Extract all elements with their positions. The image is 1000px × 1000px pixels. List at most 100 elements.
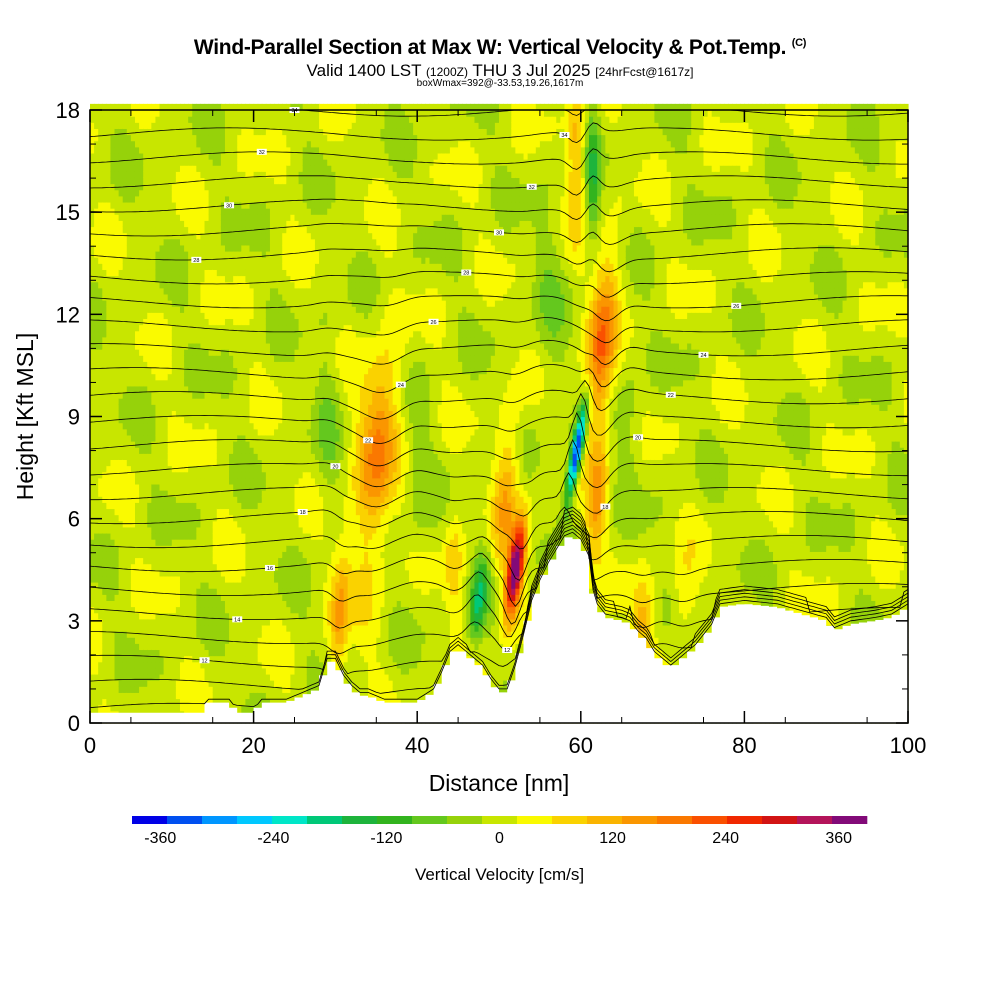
w-cell — [159, 575, 165, 583]
w-cell — [163, 293, 169, 301]
w-cell — [90, 434, 95, 442]
w-cell — [171, 692, 177, 700]
w-cell — [98, 116, 103, 123]
w-cell — [204, 563, 210, 571]
w-cell — [253, 582, 259, 589]
w-cell — [261, 134, 267, 142]
w-cell — [114, 526, 120, 534]
w-cell — [179, 422, 185, 430]
w-cell — [220, 698, 226, 706]
w-cell — [257, 306, 263, 313]
w-cell — [237, 422, 242, 430]
w-cell — [257, 686, 263, 693]
w-cell — [126, 637, 132, 644]
w-cell — [208, 692, 214, 700]
w-cell — [192, 667, 197, 675]
w-cell — [224, 342, 230, 350]
w-cell — [265, 692, 271, 700]
w-cell — [192, 618, 197, 626]
w-cell — [94, 165, 99, 172]
w-cell — [208, 128, 214, 136]
w-cell — [118, 477, 124, 485]
w-cell — [192, 600, 197, 608]
w-cell — [159, 520, 165, 528]
w-cell — [114, 631, 120, 638]
w-cell — [98, 441, 103, 448]
w-cell — [139, 600, 144, 608]
w-cell — [94, 618, 99, 626]
w-cell — [110, 563, 116, 571]
w-cell — [224, 300, 230, 307]
w-cell — [200, 563, 206, 571]
w-cell — [278, 110, 283, 117]
w-cell — [212, 195, 218, 203]
w-cell — [134, 496, 140, 503]
w-cell — [265, 244, 271, 252]
w-cell — [212, 287, 218, 295]
w-cell — [114, 575, 120, 583]
w-cell — [233, 140, 238, 148]
w-cell — [229, 471, 234, 479]
valid-time: Valid 1400 LST — [307, 61, 426, 80]
w-cell — [229, 183, 234, 191]
w-cell — [159, 532, 165, 540]
w-cell — [208, 257, 214, 264]
w-cell — [249, 159, 255, 166]
w-cell — [110, 447, 116, 454]
w-cell — [237, 545, 242, 552]
w-cell — [257, 637, 263, 644]
w-cell — [278, 575, 283, 583]
w-cell — [257, 287, 263, 295]
w-cell — [286, 618, 292, 626]
w-cell — [257, 624, 263, 632]
w-cell — [175, 477, 181, 485]
w-cell — [106, 342, 112, 350]
w-cell — [184, 201, 189, 209]
w-cell — [208, 201, 214, 209]
w-cell — [216, 244, 222, 252]
w-cell — [126, 422, 132, 430]
w-cell — [188, 526, 193, 534]
w-cell — [175, 545, 181, 552]
w-cell — [237, 110, 242, 117]
w-cell — [155, 404, 161, 411]
w-cell — [147, 416, 152, 424]
w-cell — [208, 649, 214, 657]
w-cell — [200, 686, 206, 693]
w-cell — [257, 232, 263, 240]
w-cell — [163, 496, 169, 503]
w-cell — [90, 128, 95, 136]
w-cell — [269, 214, 275, 221]
w-cell — [90, 477, 95, 485]
w-cell — [216, 618, 222, 626]
w-cell — [110, 238, 116, 246]
w-cell — [143, 557, 148, 565]
w-cell — [269, 177, 275, 185]
w-cell — [167, 545, 173, 552]
w-cell — [220, 226, 226, 234]
w-cell — [229, 692, 234, 700]
w-cell — [216, 275, 222, 283]
w-cell — [139, 171, 144, 179]
w-cell — [114, 637, 120, 644]
w-cell — [102, 300, 107, 307]
w-cell — [167, 373, 173, 381]
w-cell — [151, 526, 157, 534]
w-cell — [155, 422, 161, 430]
w-cell — [159, 373, 165, 381]
w-cell — [163, 459, 169, 467]
w-cell — [122, 238, 128, 246]
w-cell — [184, 661, 189, 669]
w-cell — [179, 502, 185, 510]
w-cell — [265, 551, 271, 559]
w-cell — [102, 263, 107, 270]
w-cell — [94, 201, 99, 209]
w-cell — [151, 422, 157, 430]
w-cell — [237, 496, 242, 503]
w-cell — [139, 698, 144, 706]
w-cell — [241, 557, 247, 565]
w-cell — [220, 655, 226, 663]
w-cell — [118, 667, 124, 675]
w-cell — [278, 398, 283, 405]
w-cell — [245, 208, 251, 215]
